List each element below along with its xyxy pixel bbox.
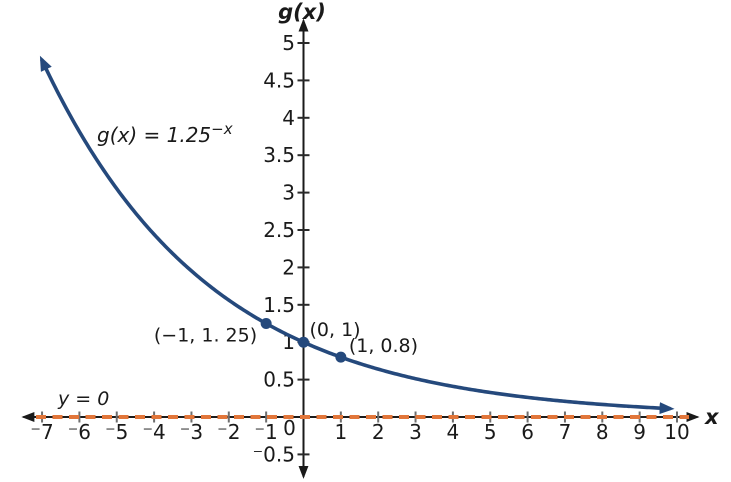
x-tick-label: ⁻1 xyxy=(255,420,278,444)
y-tick-label: 4 xyxy=(282,106,295,130)
x-tick-label: ⁻6 xyxy=(68,420,91,444)
x-tick-label: 2 xyxy=(372,420,385,444)
curve-layer xyxy=(39,55,675,415)
data-point xyxy=(298,336,309,348)
data-point xyxy=(335,351,347,363)
y-tick-label: ⁻0.5 xyxy=(253,442,295,466)
x-tick-label: 6 xyxy=(521,420,534,444)
x-tick-label-origin: 0 xyxy=(283,416,296,440)
y-tick-label: 4.5 xyxy=(263,68,295,92)
x-tick-label: ⁻5 xyxy=(105,420,128,444)
y-tick-label: 5 xyxy=(282,31,295,55)
x-tick-label: 10 xyxy=(664,420,689,444)
points-layer: (−1, 1. 25) (0, 1)(1, 0.8) xyxy=(154,318,418,363)
x-tick-label: 7 xyxy=(559,420,572,444)
x-axis-title: x xyxy=(704,405,720,429)
y-axis-title: g(x) xyxy=(278,0,326,24)
function-curve xyxy=(39,55,675,415)
asymptote-label: y = 0 xyxy=(57,388,109,410)
y-tick-label: 2.5 xyxy=(263,218,295,242)
x-tick-label: ⁻2 xyxy=(217,420,240,444)
point-label: (−1, 1. 25) xyxy=(154,325,257,347)
function-label-exponent: −x xyxy=(211,120,233,138)
point-label: (0, 1) xyxy=(310,319,361,341)
y-tick-label: 2 xyxy=(282,255,295,279)
x-tick-label: ⁻3 xyxy=(180,420,203,444)
x-tick-label: 5 xyxy=(484,420,497,444)
x-tick-label: ⁻4 xyxy=(142,420,165,444)
y-tick-label: 0.5 xyxy=(263,368,295,392)
x-tick-label: 8 xyxy=(596,420,609,444)
x-tick-label: 1 xyxy=(334,420,347,444)
x-tick-label: ⁻7 xyxy=(30,420,53,444)
y-tick-label: 1.5 xyxy=(263,293,295,317)
data-point xyxy=(260,318,272,329)
function-label-base: g(x) = 1.25 xyxy=(97,123,211,147)
static-labels-layer: g(x) x g(x) = 1.25−x y = 0 xyxy=(57,0,720,429)
y-tick-label: 3.5 xyxy=(263,143,295,167)
x-tick-label: 3 xyxy=(409,420,422,444)
point-label: (1, 0.8) xyxy=(349,335,418,357)
y-tick-label: 3 xyxy=(282,181,295,205)
x-tick-label: 4 xyxy=(447,420,460,444)
function-label: g(x) = 1.25−x xyxy=(97,120,233,147)
x-tick-label: 9 xyxy=(633,420,646,444)
axes-layer: ⁻7 ⁻6 ⁻5 ⁻4 ⁻3 ⁻2 ⁻1 0 1 2 3 4 5 6 7 8 9 10⁻0.50.511.522.… xyxy=(21,18,700,479)
